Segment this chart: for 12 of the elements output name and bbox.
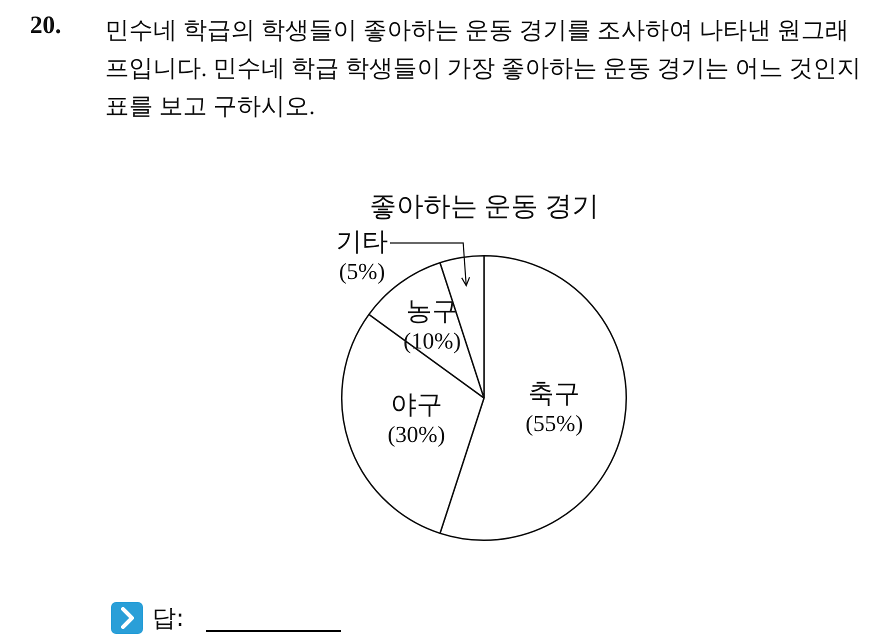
data-label: (10%)	[403, 328, 461, 354]
slice-label: 농구	[406, 296, 458, 326]
slice-label: 기타	[336, 226, 388, 256]
data-label: (30%)	[388, 422, 446, 448]
data-label: (5%)	[339, 259, 385, 284]
slice-label: 축구	[528, 378, 580, 408]
text: 민수네 학급의 학생들이 좋아하는 운동 경기를 조사하여 나타낸 원그래프입니다. 민수네 학급 학생들이 가장 좋아하는 운동 경기는 어느 것인지 표를 보고 구하시오.	[105, 17, 862, 122]
text: 20.	[30, 12, 62, 40]
data-label: (55%)	[526, 411, 583, 436]
slice-label: 야구	[390, 390, 442, 419]
text: 답:	[152, 603, 184, 634]
chart-title: 좋아하는 운동 경기	[368, 190, 600, 223]
